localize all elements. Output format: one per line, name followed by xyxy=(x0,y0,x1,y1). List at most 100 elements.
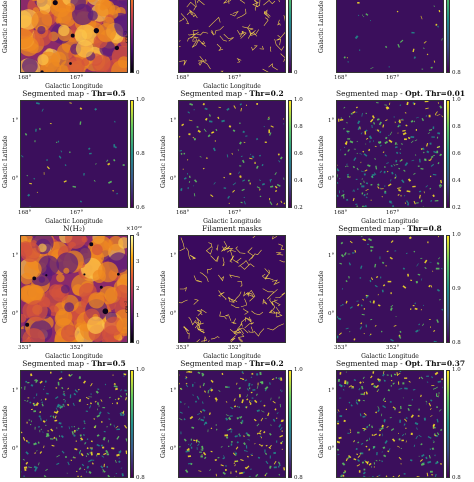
map-pixels xyxy=(179,236,285,342)
colorbar xyxy=(130,370,134,478)
colorbar-tick: 1.0 xyxy=(294,97,303,103)
colorbar xyxy=(446,100,450,208)
colorbar-tick: 0.8 xyxy=(136,475,145,481)
y-tick: 1° xyxy=(12,118,18,124)
map-pixels xyxy=(179,0,285,72)
x-tick: 168° xyxy=(18,75,31,81)
colorbar-tick: 0.6 xyxy=(294,151,303,157)
colorbar-tick: 2 xyxy=(136,286,140,292)
panel-title: Segmented map - Opt. Thr=0.01 xyxy=(336,89,444,98)
map-image xyxy=(20,100,128,208)
panel-title-threshold: Thr=0.8 xyxy=(407,224,441,233)
colorbar-tick: 1 xyxy=(136,313,140,319)
y-axis-label: Galactic Latitude xyxy=(160,271,167,323)
map-image xyxy=(336,100,444,208)
y-tick: 1° xyxy=(170,118,176,124)
colorbar-tick: 1.0 xyxy=(136,97,145,103)
y-tick: 0° xyxy=(328,446,334,452)
panel-title: Segmented map - Thr=0.5 xyxy=(20,359,128,368)
map-pixels xyxy=(21,236,127,342)
colorbar-tick: 0 xyxy=(136,340,140,346)
y-tick: 0° xyxy=(170,176,176,182)
y-axis-label: Galactic Latitude xyxy=(160,406,167,458)
panel-title-text: Segmented map - xyxy=(338,224,407,233)
y-axis-label: Galactic Latitude xyxy=(318,271,325,323)
x-tick: 168° xyxy=(18,210,31,216)
colorbar xyxy=(446,0,450,73)
colorbar-tick: 0.2 xyxy=(294,205,303,211)
colorbar-tick: 0.6 xyxy=(452,151,461,157)
y-axis-label: Galactic Latitude xyxy=(160,136,167,188)
y-tick: 0° xyxy=(12,446,18,452)
colorbar xyxy=(446,370,450,478)
panel-title-threshold: Thr=0.5 xyxy=(91,89,125,98)
colorbar-unit: cm⁻² xyxy=(124,301,130,313)
map-pixels xyxy=(337,0,443,72)
x-tick: 168° xyxy=(176,75,189,81)
colorbar-tick: 0.4 xyxy=(294,178,303,184)
colorbar-tick: 0.8 xyxy=(452,340,461,346)
map-image xyxy=(20,0,128,73)
y-tick: 1° xyxy=(328,253,334,259)
colorbar xyxy=(130,0,134,73)
colorbar-tick: 0.8 xyxy=(452,124,461,130)
panel-title-text: Segmented map - xyxy=(180,89,249,98)
x-tick: 168° xyxy=(334,75,347,81)
map-image xyxy=(178,235,286,343)
y-tick: 0° xyxy=(170,446,176,452)
y-axis-label: Galactic Latitude xyxy=(318,136,325,188)
x-tick: 352° xyxy=(386,345,399,351)
y-axis-label: Galactic Latitude xyxy=(2,136,9,188)
y-tick: 0° xyxy=(328,311,334,317)
x-tick: 353° xyxy=(18,345,31,351)
y-tick: 1° xyxy=(12,388,18,394)
colorbar-tick: 3 xyxy=(136,259,140,265)
colorbar-unit: cm⁻² xyxy=(124,31,130,43)
y-tick: 0° xyxy=(12,311,18,317)
x-tick: 352° xyxy=(70,345,83,351)
panel-title-text: Segmented map - xyxy=(180,359,249,368)
x-tick: 167° xyxy=(70,75,83,81)
y-axis-label: Galactic Latitude xyxy=(318,1,325,53)
map-pixels xyxy=(21,101,127,207)
map-image xyxy=(20,235,128,343)
panel-r1-c2: Segmented map - Opt. Thr=0.01 1.0 0.8 0.6 0.… xyxy=(316,87,474,212)
colorbar-tick: 0.9 xyxy=(452,286,461,292)
x-tick: 168° xyxy=(334,210,347,216)
map-pixels xyxy=(179,371,285,477)
map-pixels xyxy=(337,101,443,207)
panel-title: N(H₂) xyxy=(20,224,128,233)
y-tick: 1° xyxy=(328,388,334,394)
y-axis-label: Galactic Latitude xyxy=(2,406,9,458)
colorbar-tick: 0.6 xyxy=(136,205,145,211)
panel-title: Segmented map - Opt. Thr=0.37 xyxy=(336,359,444,368)
x-tick: 167° xyxy=(70,210,83,216)
x-tick: 353° xyxy=(334,345,347,351)
colorbar xyxy=(446,235,450,343)
panel-title-text: N(H₂) xyxy=(63,224,85,233)
panel-title-text: Segmented map - xyxy=(336,89,405,98)
y-tick: 1° xyxy=(328,118,334,124)
x-tick: 168° xyxy=(176,210,189,216)
colorbar-tick: 1.0 xyxy=(452,97,461,103)
colorbar-tick: 0.8 xyxy=(452,70,461,76)
panel-title-text: Segmented map - xyxy=(22,359,91,368)
panel-title-text: Segmented map - xyxy=(336,359,405,368)
panel-title-threshold: Thr=0.2 xyxy=(249,359,283,368)
colorbar xyxy=(288,100,292,208)
x-tick: 352° xyxy=(228,345,241,351)
colorbar-tick: 0.4 xyxy=(452,178,461,184)
colorbar xyxy=(130,100,134,208)
panel-title: Segmented map - Thr=0.5 xyxy=(20,89,128,98)
panel-title: Filament masks xyxy=(178,224,286,233)
colorbar-tick: 0 xyxy=(294,70,298,76)
